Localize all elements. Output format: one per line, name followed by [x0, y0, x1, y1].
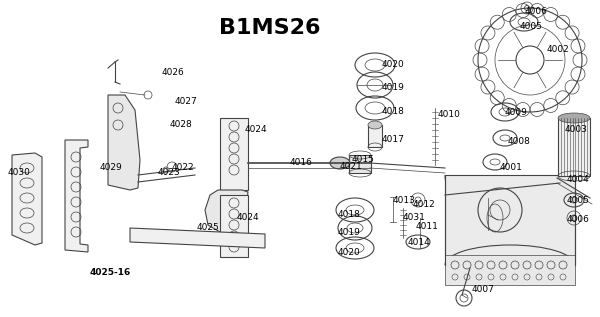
Text: 4006: 4006: [525, 7, 548, 16]
Text: 4008: 4008: [508, 137, 531, 146]
Ellipse shape: [558, 113, 590, 123]
Text: 4004: 4004: [567, 175, 590, 184]
Text: 4009: 4009: [505, 108, 528, 117]
Text: 4024: 4024: [237, 213, 260, 222]
Polygon shape: [12, 153, 42, 245]
Text: 4005: 4005: [567, 196, 590, 205]
Polygon shape: [65, 140, 88, 252]
Bar: [220, 118, 248, 190]
Ellipse shape: [330, 157, 350, 169]
Text: 4010: 4010: [438, 110, 461, 119]
Text: 4017: 4017: [382, 135, 405, 144]
Text: 4021: 4021: [340, 162, 363, 171]
Bar: [368, 125, 382, 147]
Text: 4024: 4024: [245, 125, 268, 134]
Bar: [445, 175, 575, 265]
Ellipse shape: [368, 121, 382, 129]
Text: 4012: 4012: [413, 200, 436, 209]
Text: 4023: 4023: [158, 168, 181, 177]
Text: 4007: 4007: [472, 285, 495, 294]
Bar: [220, 195, 248, 257]
Text: 4022: 4022: [172, 163, 194, 172]
Text: 4020: 4020: [338, 248, 361, 257]
Text: 4019: 4019: [382, 83, 405, 92]
Text: 4031: 4031: [403, 213, 426, 222]
Text: 4020: 4020: [382, 60, 405, 69]
Text: 4029: 4029: [100, 163, 123, 172]
Text: 4026: 4026: [162, 68, 185, 77]
Text: 4002: 4002: [547, 45, 570, 54]
Polygon shape: [108, 95, 140, 190]
Text: 4019: 4019: [338, 228, 361, 237]
Text: 4005: 4005: [520, 22, 543, 31]
Text: 4025: 4025: [197, 223, 220, 232]
Text: 4027: 4027: [175, 97, 198, 106]
Text: 4030: 4030: [8, 168, 31, 177]
Polygon shape: [130, 228, 265, 248]
Text: 4014: 4014: [408, 238, 431, 247]
Text: 4006: 4006: [567, 215, 590, 224]
Text: 4003: 4003: [565, 125, 588, 134]
Bar: [349, 155, 371, 173]
Text: 4018: 4018: [338, 210, 361, 219]
Text: B1MS26: B1MS26: [219, 18, 321, 38]
Bar: [558, 118, 590, 176]
Text: 4018: 4018: [382, 107, 405, 116]
Text: 4001: 4001: [500, 163, 523, 172]
Polygon shape: [205, 190, 248, 232]
Text: 4015: 4015: [352, 155, 375, 164]
Text: 4011: 4011: [416, 222, 439, 231]
Bar: [445, 255, 575, 285]
Text: 4016: 4016: [290, 158, 313, 167]
Text: 4028: 4028: [170, 120, 193, 129]
Text: 4013: 4013: [393, 196, 416, 205]
Text: 4025-16: 4025-16: [90, 268, 131, 277]
